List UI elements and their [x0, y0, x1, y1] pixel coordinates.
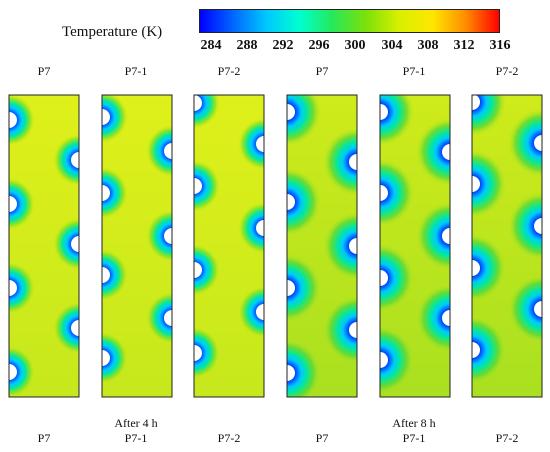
- colorbar-tick-label: 296: [308, 38, 330, 53]
- panel-top-label: P7-2: [495, 64, 519, 78]
- colorbar-tick-label: 316: [489, 38, 511, 53]
- panel-top-label: P7-2: [217, 64, 241, 78]
- temperature-colorbar: [199, 9, 500, 33]
- colorbar-tick-label: 288: [236, 38, 258, 53]
- panel-p7-2-8h: [472, 95, 542, 397]
- panel-p7-8h: [287, 95, 357, 397]
- panel-bottom-label: P7: [37, 431, 51, 445]
- group-label-4h: After 4 h: [114, 416, 158, 430]
- panel-p7-1-8h: [380, 95, 450, 397]
- colorbar-tick-label: 292: [272, 38, 294, 53]
- panel-bottom-label: P7-2: [495, 431, 519, 445]
- panel-bottom-label: P7-2: [217, 431, 241, 445]
- panel-top-label: P7-1: [124, 64, 148, 78]
- panel-top-label: P7: [37, 64, 51, 78]
- panel-bottom-label: P7-1: [124, 431, 148, 445]
- panel-p7-2-4h: [194, 95, 264, 397]
- colorbar-tick-label: 312: [453, 38, 475, 53]
- panel-bottom-label: P7-1: [402, 431, 426, 445]
- panel-p7-4h: [9, 95, 79, 397]
- colorbar-tick-label: 304: [381, 38, 403, 53]
- panel-top-label: P7: [315, 64, 329, 78]
- legend-title: Temperature (K): [62, 24, 163, 40]
- panel-top-label: P7-1: [402, 64, 426, 78]
- colorbar-tick-label: 300: [344, 38, 366, 53]
- group-label-8h: After 8 h: [392, 416, 436, 430]
- colorbar-tick-label: 284: [200, 38, 222, 53]
- panel-p7-1-4h: [102, 95, 172, 397]
- panel-bottom-label: P7: [315, 431, 329, 445]
- colorbar-tick-label: 308: [417, 38, 439, 53]
